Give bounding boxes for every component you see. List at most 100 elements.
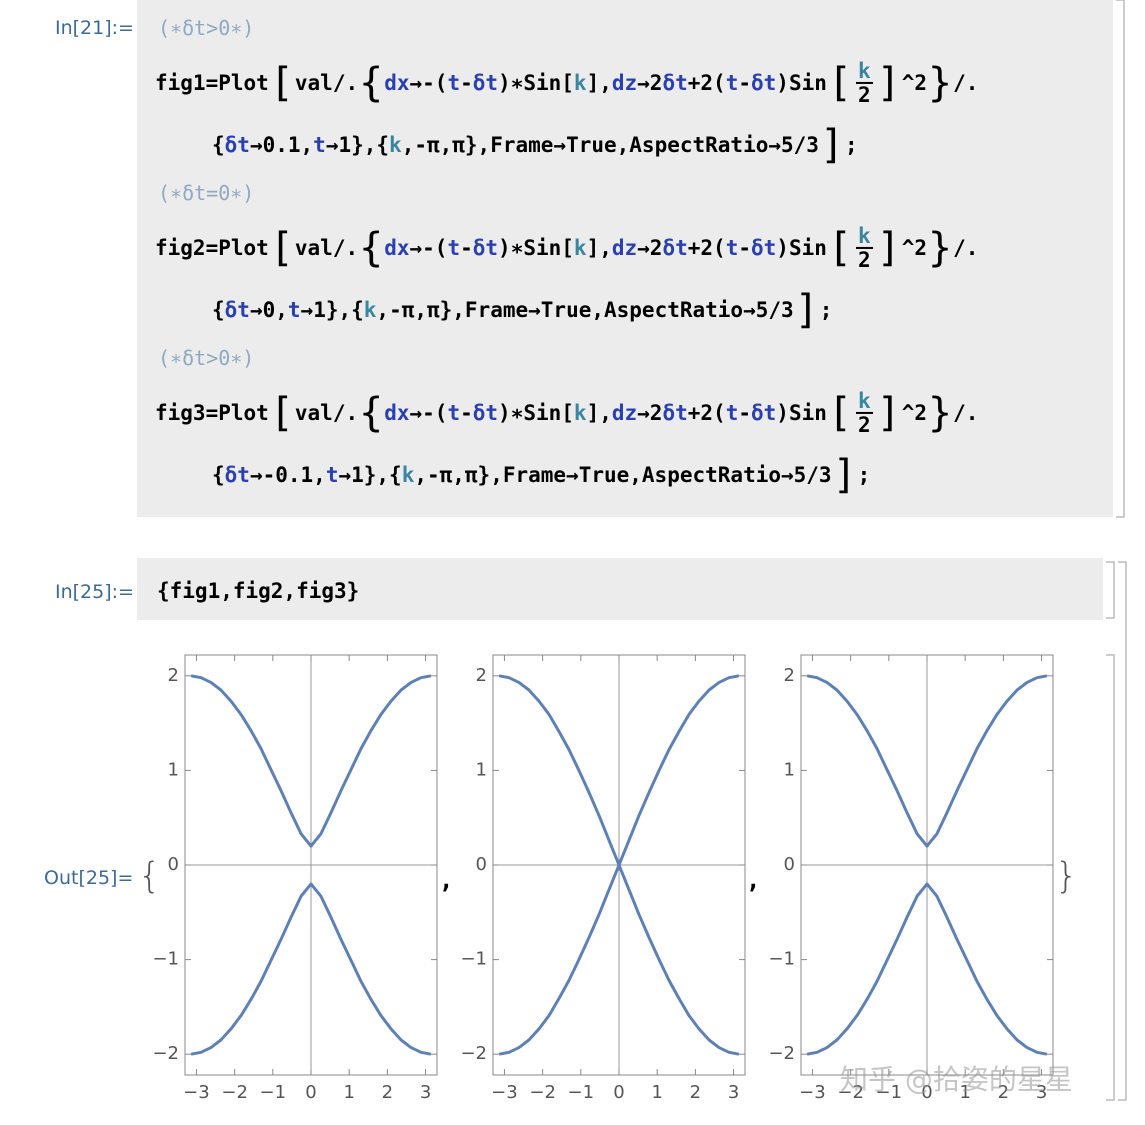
y-tick-label: −1 [460,949,487,970]
series-line [190,882,432,1056]
code-token: [ [269,225,294,271]
code-token: δt [472,401,499,425]
code-token: fig1=Plot [155,71,269,95]
code-token: t [725,236,739,260]
code-token: t [447,401,461,425]
code-line[interactable]: {δt →-0.1, t →1},{k ,-π,π},Frame→True,Aspect… [212,455,870,495]
code-token: - [460,401,473,425]
code-token: k [363,298,377,322]
code-token: ; [819,298,833,322]
code-token: →2 [637,236,663,260]
y-tick-label: −1 [152,949,179,970]
cell-label: In[21]:= [55,17,134,39]
code-comment: (∗δt>0∗) [158,16,255,40]
code-token: δt [751,71,777,95]
code-line[interactable]: {δt →0.1, t →1},{k ,-π,π},Frame→True,AspectR… [212,125,858,165]
input-cell[interactable] [137,0,1113,517]
y-tick-label: 0 [476,854,487,875]
code-token: /. [953,71,979,95]
code-token: t [325,463,339,487]
code-comment: (∗δt>0∗) [158,346,255,370]
code-token: ,-π,π},Frame→True,AspectRatio→5/3 [376,298,794,322]
code-token: [ [827,225,852,271]
code-token: [ [269,390,294,436]
code-token: δt [751,236,777,260]
code-token: →0, [249,298,288,322]
code-token: ^2 [901,401,928,425]
code-token: /. [953,236,979,260]
cell-label: In[25]:= [55,581,134,603]
x-tick-label: 3 [728,1082,739,1103]
x-tick-label: 2 [382,1082,393,1103]
code-comment: (∗δt=0∗) [158,181,255,205]
code-token: t [287,298,301,322]
code-token: ,-π,π},Frame→True,AspectRatio→5/3 [414,463,832,487]
code-token: val/. [294,71,359,95]
watermark: 知乎 @拾姿的星星 [840,1063,1073,1096]
code-token: } [928,390,953,436]
x-tick-label: −2 [837,1082,864,1103]
cell-bracket[interactable] [1116,0,1125,518]
code-line[interactable]: {fig1,fig2,fig3} [157,579,360,603]
code-token: →-0.1, [249,463,326,487]
code-line[interactable]: fig2=Plot[val/.{dx →-(t - δt)∗Sin[k], dz →2 δt… [155,225,978,271]
code-token: )∗Sin[ [498,401,574,425]
y-tick-label: 1 [476,759,487,780]
code-token: δt [472,71,499,95]
code-token: [ [269,60,294,106]
y-tick-label: 1 [168,759,179,780]
code-token: ^2 [901,236,928,260]
y-tick-label: 2 [168,665,179,686]
code-line[interactable]: fig3=Plot[val/.{dx →-(t - δt)∗Sin[k], dz →2 δt… [155,390,978,436]
code-token: →2 [637,71,663,95]
y-tick-label: 2 [476,665,487,686]
cell-bracket[interactable] [1106,654,1115,1101]
code-token: t [447,71,461,95]
x-tick-label: 2 [998,1082,1009,1103]
list-brace: } [1055,855,1078,897]
code-token: δt [224,298,250,322]
code-token: +2( [687,71,726,95]
code-line[interactable]: {δt →0, t →1},{k ,-π,π},Frame→True,AspectRat… [212,290,832,330]
code-token: ], [586,401,612,425]
code-token: δt [224,133,250,157]
code-token: k [401,463,415,487]
code-token: - [738,401,751,425]
code-token: →-( [409,71,448,95]
y-tick-label: −1 [768,949,795,970]
code-token: ] [876,60,901,106]
input-cell[interactable] [137,558,1103,620]
y-tick-label: 1 [784,759,795,780]
code-token: { [212,463,225,487]
code-token: k [389,133,402,157]
code-token: ; [845,133,858,157]
code-token: ] [876,390,901,436]
code-token: dx [384,236,410,260]
code-line[interactable]: fig1=Plot[val/.{dx →-(t - δt)∗Sin[k], dz →2 δt… [155,60,978,106]
x-tick-label: −3 [491,1082,518,1103]
x-tick-label: −1 [876,1082,903,1103]
code-token: k [573,71,587,95]
code-token: 2 [857,83,871,107]
code-token: ] [876,225,901,271]
code-token: dz [611,236,638,260]
code-token: ] [794,287,819,333]
group-bracket[interactable] [1118,561,1127,1101]
code-token: )∗Sin[ [498,236,574,260]
list-brace: { [138,855,161,897]
code-token: t [725,401,739,425]
code-token: } [928,60,953,106]
y-tick-label: 0 [784,854,795,875]
cell-bracket[interactable] [1106,561,1115,619]
code-token: fig3=Plot [155,401,269,425]
y-tick-label: 2 [784,665,795,686]
code-token: →2 [637,401,663,425]
x-tick-label: 1 [651,1082,662,1103]
code-token: k [573,401,587,425]
code-token: δt [662,236,688,260]
code-token: { [212,133,225,157]
